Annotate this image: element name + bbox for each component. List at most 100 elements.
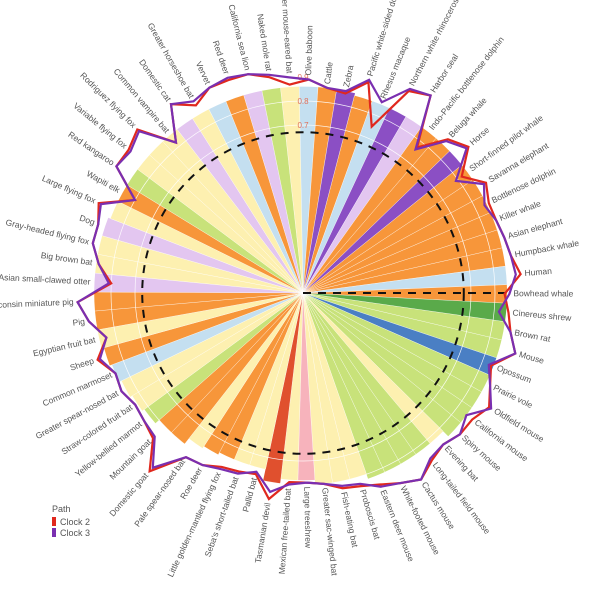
legend-label-clock2: Clock 2 bbox=[60, 517, 90, 527]
species-label: Pig bbox=[72, 316, 86, 328]
legend: Path Clock 2 Clock 3 bbox=[52, 504, 90, 538]
species-label: Egyptian fruit bat bbox=[32, 334, 97, 358]
bar-rhesus-macaque bbox=[303, 101, 390, 294]
reference-dashed-circle bbox=[141, 131, 510, 455]
spoke bbox=[298, 86, 304, 294]
bar-mouse bbox=[303, 293, 502, 358]
bar-pacific-white-sided-dolphin bbox=[303, 95, 373, 293]
spoke bbox=[302, 212, 491, 294]
grid-circle bbox=[86, 76, 520, 510]
spoke bbox=[208, 109, 304, 294]
spoke bbox=[127, 184, 304, 294]
bar-evening-bat bbox=[303, 293, 444, 444]
legend-label-clock3: Clock 3 bbox=[60, 528, 90, 538]
bar-spiny-mouse bbox=[303, 293, 461, 437]
spoke bbox=[302, 108, 390, 294]
spoke bbox=[302, 292, 444, 432]
bar-asian-elephant bbox=[303, 229, 502, 293]
species-label: Dog bbox=[78, 213, 96, 228]
bar-pale-spear-nosed-bat bbox=[189, 293, 303, 449]
bar-eastern-deer-mouse bbox=[303, 293, 385, 479]
species-label: Zebra bbox=[341, 64, 355, 88]
spoke bbox=[302, 292, 507, 304]
bar-white-footed-mouse bbox=[303, 293, 401, 473]
spoke bbox=[302, 101, 373, 294]
species-label: Opossum bbox=[495, 363, 533, 385]
bar-vervet bbox=[208, 101, 303, 293]
species-label: Greater sac-winged bat bbox=[320, 487, 340, 577]
bar-prairie-vole bbox=[303, 293, 490, 392]
bar-indo-pacific-bottlenose-dolphin bbox=[303, 126, 437, 294]
bar-roe-deer bbox=[204, 293, 303, 455]
species-label: Olive baboon bbox=[303, 25, 314, 76]
spoke bbox=[302, 116, 407, 294]
bar-large-treeshrew bbox=[297, 293, 315, 481]
spoke bbox=[302, 292, 490, 376]
spoke bbox=[302, 150, 450, 294]
bar-horse bbox=[303, 151, 462, 293]
bar-california-sea-lion bbox=[243, 90, 303, 294]
species-label: Proboscis bat bbox=[358, 488, 383, 541]
spoke bbox=[302, 89, 337, 294]
spoke bbox=[302, 179, 473, 294]
bar-straw-colored-fruit-bat bbox=[132, 293, 303, 411]
species-label: Humpback whale bbox=[514, 238, 580, 259]
bar-bowhead-whale bbox=[303, 284, 508, 304]
bar-pallid-bat bbox=[249, 293, 303, 470]
spoke bbox=[302, 164, 462, 294]
spoke bbox=[155, 292, 304, 424]
grid-circle bbox=[110, 100, 496, 486]
spoke bbox=[202, 292, 304, 449]
bar-egyptian-fruit-bat bbox=[97, 293, 303, 349]
bar-california-mouse bbox=[303, 293, 472, 423]
species-label: Wapiti elk bbox=[85, 168, 122, 195]
spoke bbox=[261, 90, 304, 294]
bar-harbor-seal bbox=[303, 116, 422, 293]
spoke bbox=[302, 292, 385, 473]
species-label: Vervet bbox=[194, 60, 213, 87]
spoke bbox=[94, 292, 304, 312]
species-label: Pallid bat bbox=[240, 476, 259, 513]
spoke bbox=[94, 291, 304, 294]
spoke bbox=[302, 229, 498, 294]
reference-circle bbox=[141, 131, 465, 455]
tick-label: 0.9 bbox=[297, 73, 309, 82]
bar-little-golden-mantled-flying-fox bbox=[219, 293, 303, 460]
species-label: Mexican free-tailed bat bbox=[277, 487, 293, 574]
species-label: Large treeshrew bbox=[302, 487, 313, 549]
species-label: Mouse bbox=[518, 349, 546, 366]
species-label: Tasmanian devil bbox=[253, 502, 273, 564]
spoke bbox=[110, 218, 304, 294]
bar-savanna-elephant bbox=[303, 179, 483, 293]
species-label: Greater horseshoe bat bbox=[146, 21, 197, 100]
bar-wisconsin-miniature-pig bbox=[94, 292, 303, 312]
spoke bbox=[302, 292, 401, 465]
species-label: Asian small-clawed otter bbox=[0, 272, 91, 287]
spoke bbox=[225, 101, 304, 294]
species-label: Killer whale bbox=[498, 198, 542, 223]
spoke bbox=[95, 272, 304, 294]
path-clock3 bbox=[76, 73, 517, 494]
spoke bbox=[302, 292, 472, 408]
bar-domestic-goat bbox=[171, 293, 303, 445]
spoke bbox=[302, 284, 507, 294]
spoke bbox=[137, 169, 304, 294]
species-label: Naked mole rat bbox=[255, 13, 274, 72]
paths-layer bbox=[76, 73, 522, 501]
spoke bbox=[109, 292, 304, 366]
bar-beluga-whale bbox=[303, 138, 450, 293]
bar-oldfield-mouse bbox=[303, 293, 482, 408]
species-label: Bowhead whale bbox=[513, 288, 573, 298]
spoke bbox=[176, 129, 304, 294]
spoke bbox=[302, 126, 422, 294]
spoke bbox=[142, 292, 304, 412]
species-label: Brown rat bbox=[514, 327, 552, 344]
legend-swatch-clock2 bbox=[52, 517, 56, 526]
legend-title: Path bbox=[52, 504, 71, 514]
species-label: Fish-eating bat bbox=[339, 491, 360, 549]
bar-northern-white-rhinoceros bbox=[303, 108, 406, 294]
species-label: Sheep bbox=[69, 355, 96, 372]
spoke bbox=[117, 201, 304, 294]
spoke bbox=[149, 154, 304, 294]
